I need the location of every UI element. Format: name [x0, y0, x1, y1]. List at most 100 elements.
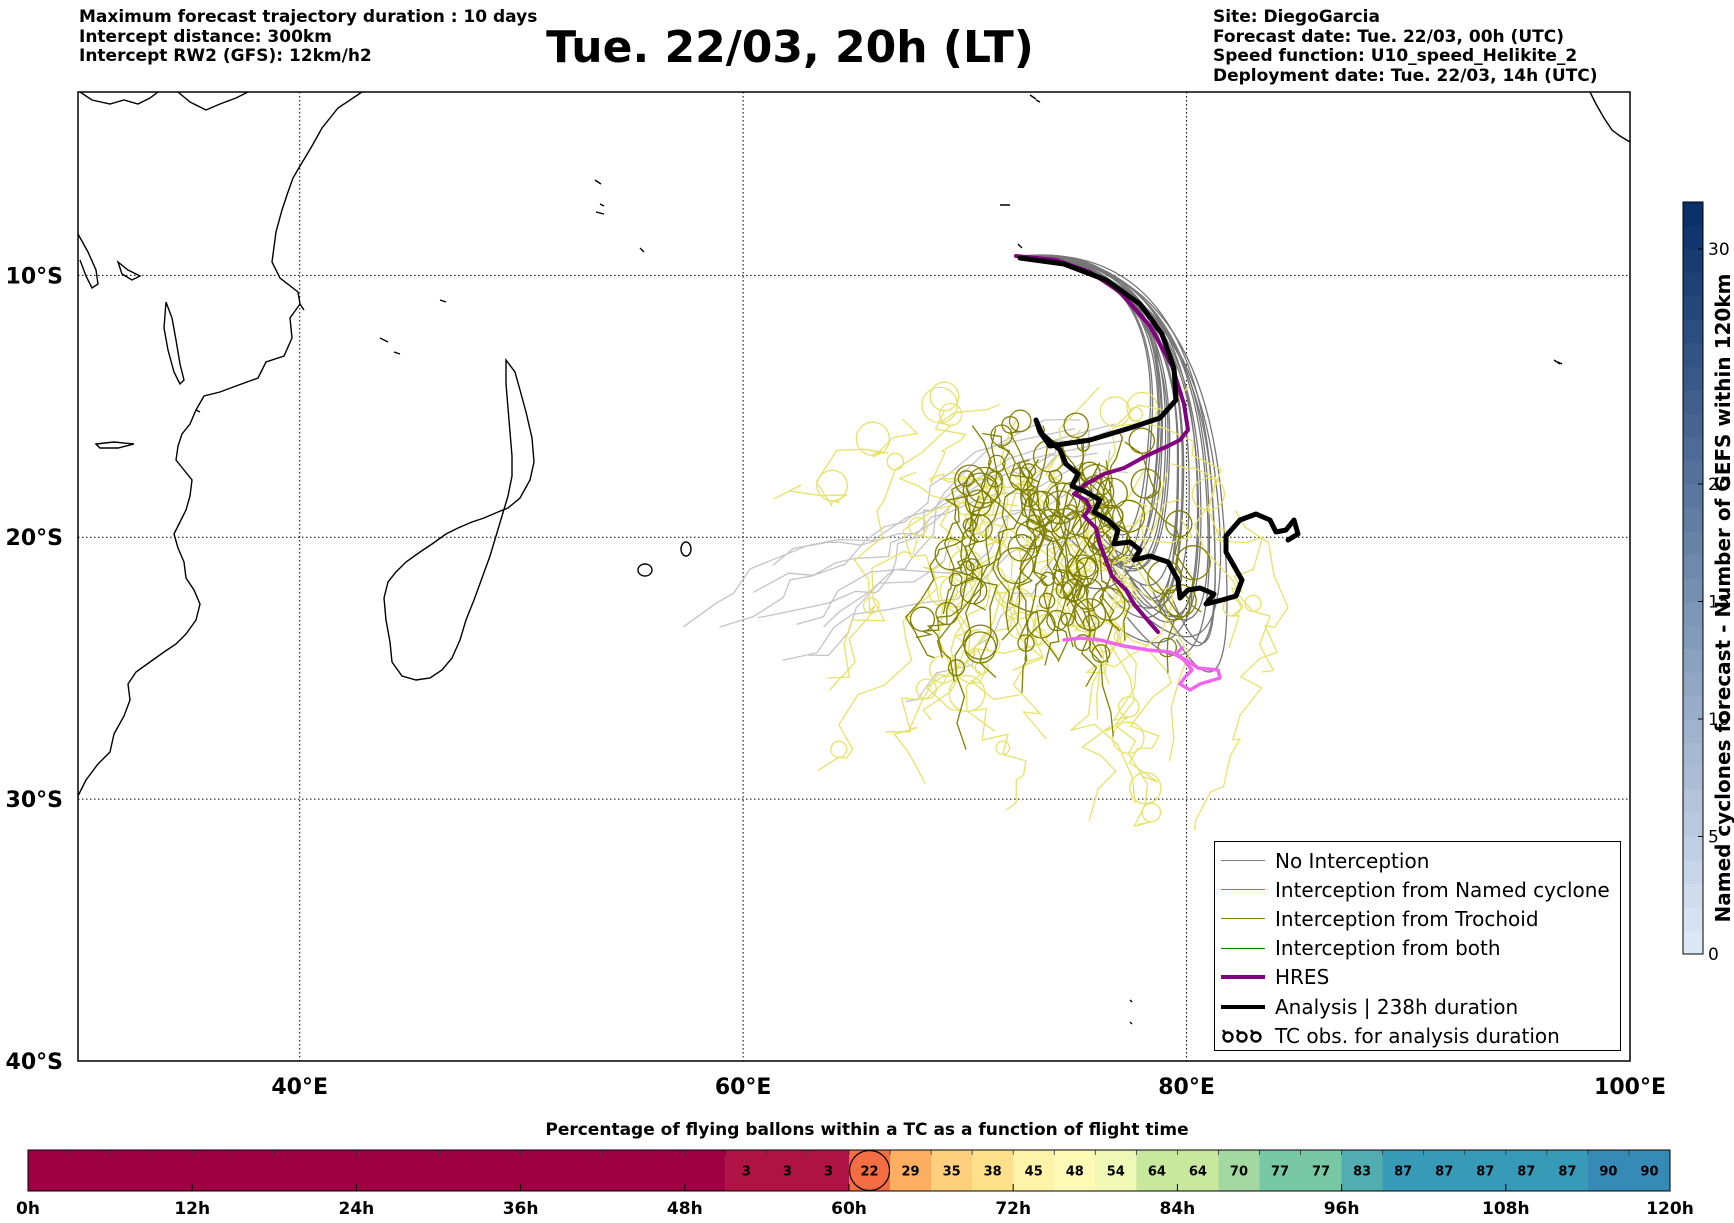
colorbar-segment: [1683, 907, 1703, 931]
colorbar-segment: [1683, 202, 1703, 226]
timeline-cell-value: 54: [1107, 1165, 1125, 1180]
max-duration-text: Maximum forecast trajectory duration : 1…: [79, 7, 538, 27]
east-island: [1553, 359, 1563, 365]
colorbar-segment: [1683, 648, 1703, 673]
cyclone-symbol-icon: [1221, 1026, 1265, 1046]
timeline-tick-label: 120h: [1646, 1199, 1694, 1219]
madagascar-coast: [383, 357, 535, 681]
timeline-cell-value: 77: [1271, 1165, 1289, 1180]
colorbar-segment: [1683, 484, 1703, 508]
site-text: Site: DiegoGarcia: [1213, 7, 1380, 27]
legend-label: Interception from both: [1275, 936, 1501, 961]
colorbar-segment: [1683, 860, 1703, 884]
timeline-cell-value: 3: [824, 1165, 833, 1180]
colorbar-segment: [1683, 366, 1703, 391]
colorbar-segment: [1683, 249, 1703, 273]
yellow-trajectory: [1193, 509, 1289, 831]
colorbar-segment: [1683, 719, 1703, 743]
timeline-tick-label: 96h: [1324, 1199, 1360, 1219]
colorbar-tick-label: 30: [1708, 240, 1730, 260]
yellow-trajectory: [925, 477, 1002, 732]
timeline-cell-value: 3: [783, 1165, 792, 1180]
colorbar-tick-label: 10: [1708, 710, 1730, 730]
timeline-title: Percentage of flying ballons within a TC…: [545, 1120, 1189, 1140]
trochoid-interception-trajectory: [1020, 458, 1069, 663]
legend-label: Analysis | 238h duration: [1275, 994, 1519, 1019]
timeline-cell-value: 64: [1189, 1165, 1207, 1180]
page-title: Tue. 22/03, 20h (LT): [546, 22, 1034, 73]
trochoid-interception-trajectory: [1001, 409, 1040, 641]
mascarene-islands: [595, 94, 1041, 253]
timeline-tick-label: 24h: [339, 1199, 375, 1219]
legend-item: No Interception: [1215, 846, 1620, 875]
timeline-cell-value: 48: [1066, 1165, 1084, 1180]
timeline-cell-value: 22: [860, 1165, 878, 1180]
timeline-cell-value: 45: [1025, 1165, 1043, 1180]
colorbar-segment: [1683, 460, 1703, 485]
colorbar: 0 5 10 15 20 30: [1682, 201, 1730, 965]
colorbar-tick-label: 0: [1708, 945, 1719, 965]
lat-tick-label: 10°S: [6, 264, 63, 289]
timeline-cell: [1423, 1150, 1466, 1191]
timeline-tick-label: 108h: [1482, 1199, 1530, 1219]
timeline-cell: [1259, 1150, 1301, 1191]
timeline-cell: [1505, 1150, 1548, 1191]
hres-track: [1014, 254, 1190, 634]
legend-line-swatch: [1221, 909, 1265, 929]
africa-coast: [78, 92, 363, 797]
header-right-info: Site: DiegoGarcia Forecast date: Tue. 22…: [1213, 7, 1598, 86]
lake-kariba: [94, 441, 135, 449]
colorbar-segment: [1683, 437, 1703, 461]
timeline-cell-value: 87: [1476, 1165, 1494, 1180]
timeline-tick-label: 60h: [831, 1199, 867, 1219]
legend-item: Interception from both: [1215, 934, 1620, 963]
colorbar-segment: [1683, 695, 1703, 720]
timeline-empty-region: [28, 1150, 726, 1191]
colorbar-segment: [1683, 554, 1703, 579]
arabia-fragment: [177, 92, 249, 111]
trochoid-interception-trajectory: [926, 495, 993, 682]
timeline-tick-label: 48h: [667, 1199, 703, 1219]
timeline-cell-value: 87: [1558, 1165, 1576, 1180]
colorbar-segment: [1683, 836, 1703, 861]
trochoid-interception-trajectory: [904, 480, 969, 659]
colorbar-segment: [1683, 601, 1703, 626]
lon-tick-label: 80°E: [1158, 1075, 1215, 1100]
forecast-date-text: Forecast date: Tue. 22/03, 00h (UTC): [1213, 26, 1564, 47]
map-gridlines: [78, 92, 1630, 1061]
colorbar-tick-label: 5: [1708, 828, 1719, 848]
colorbar-segment: [1683, 296, 1703, 320]
lat-tick-label: 40°S: [6, 1050, 63, 1075]
map-axis-labels: 40°E 60°E 80°E 100°E 10°S 20°S 30°S 40°S: [6, 264, 1666, 1100]
timeline-bar: 3 3 3 22 29 35 38 45 48 54 64 64 70 77 77 83 87 87 87 87 87 9…: [16, 1149, 1694, 1219]
lon-tick-label: 100°E: [1594, 1075, 1666, 1100]
timeline-cell-value: 87: [1517, 1165, 1535, 1180]
legend-item: Analysis | 238h duration: [1215, 992, 1620, 1021]
timeline-tick-label: 12h: [174, 1199, 210, 1219]
timeline-cell-value: 83: [1353, 1165, 1371, 1180]
legend-line-swatch: [1221, 938, 1265, 958]
legend-line-swatch: [1221, 880, 1265, 900]
lat-tick-label: 20°S: [6, 526, 63, 551]
intercept-rw2-text: Intercept RW2 (GFS): 12km/h2: [79, 46, 372, 66]
colorbar-tick-label: 20: [1708, 475, 1730, 495]
colorbar-segment: [1683, 413, 1703, 438]
colorbar-segment: [1683, 813, 1703, 837]
seychelles-islands: [379, 179, 605, 355]
colorbar-segment: [1683, 883, 1703, 908]
lon-tick-label: 60°E: [715, 1075, 772, 1100]
timeline-cell: [1218, 1150, 1260, 1191]
colorbar-segment: [1683, 766, 1703, 790]
timeline-cell: [1341, 1150, 1384, 1191]
colorbar-segment: [1683, 343, 1703, 367]
upper-left-land: [79, 92, 159, 105]
colorbar-segment: [1683, 319, 1703, 344]
colorbar-segment: [1683, 578, 1703, 602]
map-frame: [77, 91, 1631, 1062]
legend: No Interception Interception from Named c…: [1214, 841, 1621, 1051]
timeline-tick-label: 84h: [1160, 1199, 1196, 1219]
lon-tick-label: 40°E: [271, 1075, 328, 1100]
timeline-cell-value: 87: [1435, 1165, 1453, 1180]
timeline-cell: [1013, 1150, 1055, 1191]
africa-horn-lakes: [78, 233, 142, 290]
